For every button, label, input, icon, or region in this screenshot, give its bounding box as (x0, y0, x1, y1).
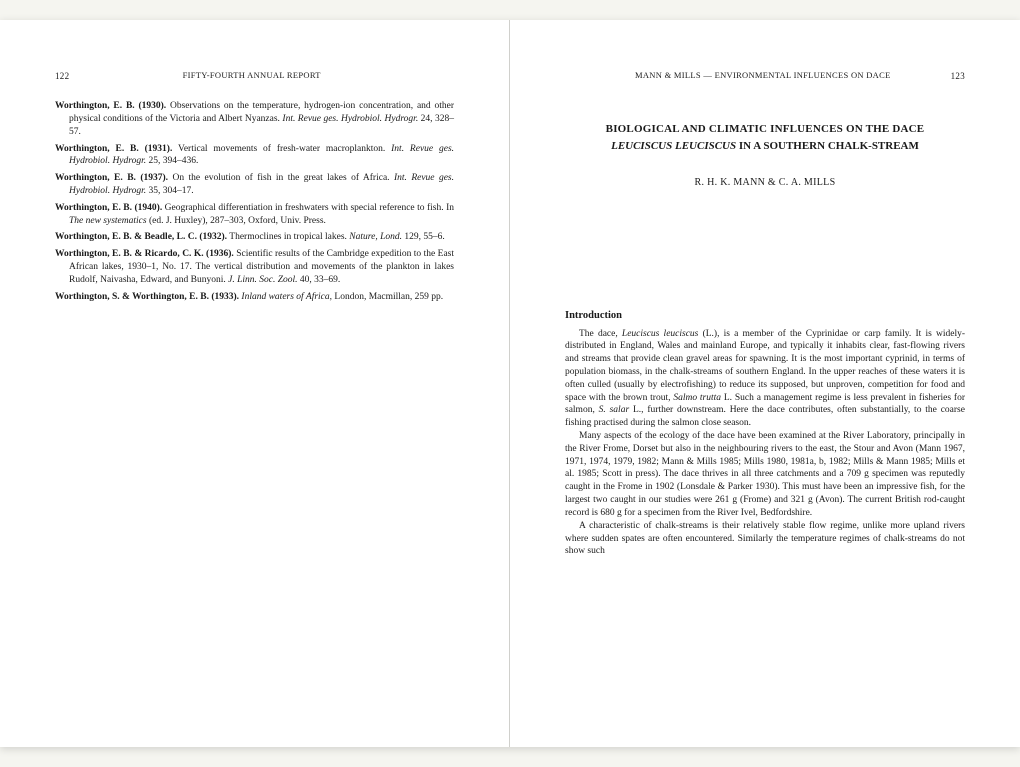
left-running-head: FIFTY-FOURTH ANNUAL REPORT (183, 70, 321, 82)
reference-entry: Worthington, E. B. & Beadle, L. C. (1932… (55, 231, 454, 244)
right-page-header: MANN & MILLS — ENVIRONMENTAL INFLUENCES … (565, 70, 965, 82)
right-page: MANN & MILLS — ENVIRONMENTAL INFLUENCES … (510, 20, 1020, 747)
left-page-number: 122 (55, 70, 69, 82)
reference-entry: Worthington, E. B. (1931). Vertical move… (55, 143, 454, 169)
section-heading-introduction: Introduction (565, 309, 965, 323)
intro-paragraph-3: A characteristic of chalk-streams is the… (565, 520, 965, 558)
left-page-header: 122 FIFTY-FOURTH ANNUAL REPORT (55, 70, 454, 82)
left-page: 122 FIFTY-FOURTH ANNUAL REPORT Worthingt… (0, 20, 510, 747)
reference-entry: Worthington, S. & Worthington, E. B. (19… (55, 291, 454, 304)
right-running-head: MANN & MILLS — ENVIRONMENTAL INFLUENCES … (635, 70, 891, 82)
subtitle-italic: LEUCISCUS LEUCISCUS (611, 140, 736, 152)
reference-entry: Worthington, E. B. & Ricardo, C. K. (193… (55, 248, 454, 286)
reference-entry: Worthington, E. B. (1930). Observations … (55, 100, 454, 138)
intro-paragraph-1: The dace, Leuciscus leuciscus (L.), is a… (565, 328, 965, 431)
references-list: Worthington, E. B. (1930). Observations … (55, 100, 454, 303)
intro-paragraph-2: Many aspects of the ecology of the dace … (565, 430, 965, 520)
subtitle-plain: IN A SOUTHERN CHALK-STREAM (736, 140, 919, 152)
reference-entry: Worthington, E. B. (1940). Geographical … (55, 202, 454, 228)
reference-entry: Worthington, E. B. (1937). On the evolut… (55, 172, 454, 198)
right-page-number: 123 (951, 70, 965, 82)
article-title: BIOLOGICAL AND CLIMATIC INFLUENCES ON TH… (565, 122, 965, 137)
article-authors: R. H. K. MANN & C. A. MILLS (565, 176, 965, 190)
article-subtitle: LEUCISCUS LEUCISCUS IN A SOUTHERN CHALK-… (565, 139, 965, 154)
book-spread: 122 FIFTY-FOURTH ANNUAL REPORT Worthingt… (0, 20, 1020, 747)
